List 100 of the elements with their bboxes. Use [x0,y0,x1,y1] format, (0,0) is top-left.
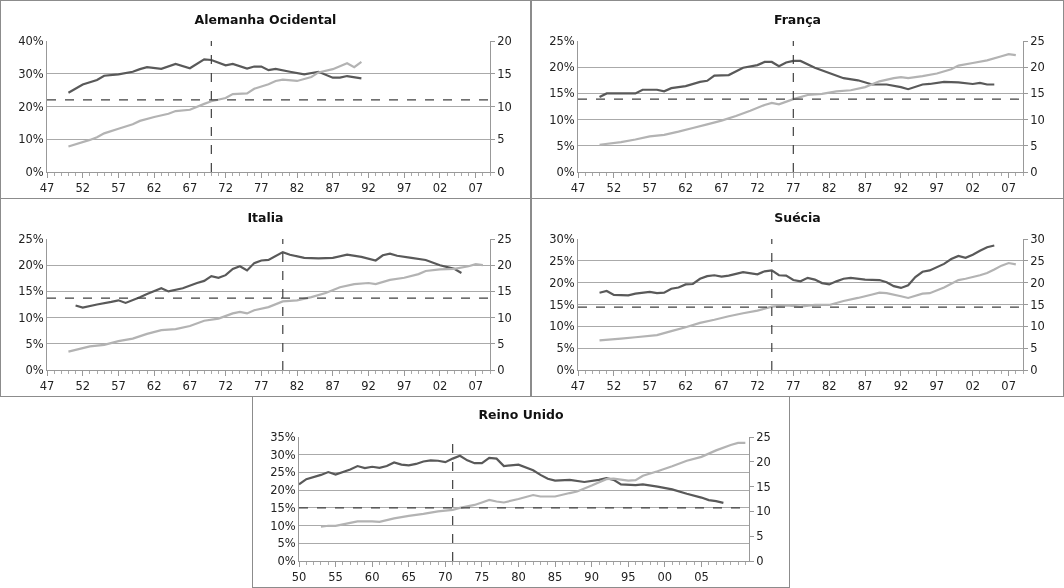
x-tick-label: 72 [218,378,233,393]
y-tick-label: 0% [556,165,575,180]
y2-tick-label: 20 [1030,60,1045,75]
x-tick-label: 05 [694,569,709,584]
x-tick-label: 77 [254,180,269,195]
y2-tick-label: 20 [756,454,771,469]
y-tick-label: 20% [549,60,575,75]
x-tick-label: 87 [857,378,873,393]
y-tick-label: 20% [270,483,296,498]
y-tick-label: 10% [18,132,44,147]
y-tick-label: 25% [549,253,575,268]
x-tick-label: 07 [1001,180,1016,195]
x-tick-label: 92 [893,378,909,393]
x-tick-label: 02 [432,378,448,393]
x-tick-label: 50 [291,569,307,584]
x-tick-label: 52 [75,378,91,393]
y-tick-label: 20% [549,275,575,290]
x-tick-label: 47 [570,378,586,393]
y2-tick-label: 20 [1030,275,1045,290]
x-tick-label: 02 [432,180,448,195]
x-tick-label: 92 [893,180,909,195]
y2-tick-label: 0 [1030,165,1038,180]
x-tick-label: 02 [965,378,981,393]
y2-tick-label: 5 [1030,341,1038,356]
y2-tick-label: 5 [497,132,505,147]
y-tick-label: 20% [18,99,44,114]
x-tick-label: 87 [325,378,341,393]
x-tick-label: 02 [965,180,981,195]
x-tick-label: 60 [364,569,380,584]
y2-tick-label: 0 [756,554,764,569]
x-tick-label: 07 [468,378,484,393]
x-tick-label: 77 [786,378,801,393]
y2-tick-label: 10 [497,99,512,114]
y-tick-label: 0% [25,363,44,378]
y2-tick-label: 15 [1030,86,1045,101]
y2-tick-label: 20 [497,258,512,273]
x-tick-label: 52 [606,180,622,195]
x-tick-label: 52 [75,180,91,195]
x-tick-label: 47 [570,180,586,195]
x-tick-label: 07 [1001,378,1016,393]
y2-tick-label: 5 [1030,138,1038,153]
x-tick-label: 72 [750,180,765,195]
x-tick-label: 62 [678,378,693,393]
y2-tick-label: 15 [1030,297,1045,312]
y-tick-label: 0% [25,165,44,180]
y-tick-label: 0% [556,363,575,378]
chart-title: Alemanha Ocidental [194,11,337,27]
x-tick-label: 47 [39,378,55,393]
x-tick-label: 72 [750,378,765,393]
y-tick-label: 15% [270,500,296,515]
y-tick-label: 15% [18,284,44,299]
y-tick-label: 10% [549,112,575,127]
x-tick-label: 85 [547,569,563,584]
x-tick-label: 62 [146,378,162,393]
y-tick-label: 10% [18,310,44,325]
y2-tick-label: 10 [497,310,512,325]
y-tick-label: 40% [18,34,44,49]
y-tick-label: 25% [270,465,296,480]
y-tick-label: 10% [270,518,296,533]
y-tick-label: 30% [270,447,296,462]
y2-tick-label: 10 [1030,112,1045,127]
x-tick-label: 95 [620,569,636,584]
y-tick-label: 5% [25,336,44,351]
y2-tick-label: 0 [497,165,505,180]
y2-tick-label: 15 [497,284,512,299]
y-tick-label: 25% [18,232,44,247]
y-tick-label: 15% [549,86,575,101]
y2-tick-label: 30 [1030,232,1045,247]
chart-title: Reino Unido [478,407,564,423]
x-tick-label: 92 [361,378,376,393]
x-tick-label: 65 [401,569,417,584]
x-tick-label: 75 [474,569,490,584]
x-tick-label: 57 [111,378,126,393]
y2-tick-label: 15 [497,66,512,81]
x-tick-label: 87 [325,180,341,195]
y-tick-label: 0% [277,554,296,569]
x-tick-label: 97 [929,378,945,393]
chart-title: Suécia [774,209,821,225]
x-tick-label: 55 [328,569,343,584]
y2-tick-label: 5 [497,336,505,351]
x-tick-label: 92 [361,180,376,195]
x-tick-label: 57 [642,180,658,195]
x-tick-label: 67 [714,378,729,393]
x-tick-label: 82 [821,180,837,195]
y-tick-label: 5% [277,536,296,551]
y2-tick-label: 20 [497,34,512,49]
y-tick-label: 30% [549,232,575,247]
chart-title: França [773,11,822,27]
x-tick-label: 97 [396,378,412,393]
x-tick-label: 82 [289,378,305,393]
y2-tick-label: 10 [1030,319,1045,334]
x-tick-label: 00 [657,569,673,584]
y-tick-label: 30% [18,66,44,81]
x-tick-label: 57 [642,378,658,393]
x-tick-label: 72 [218,180,233,195]
x-tick-label: 80 [511,569,526,584]
x-tick-label: 97 [396,180,412,195]
x-tick-label: 62 [678,180,693,195]
y2-tick-label: 15 [756,479,771,494]
x-tick-label: 67 [714,180,729,195]
